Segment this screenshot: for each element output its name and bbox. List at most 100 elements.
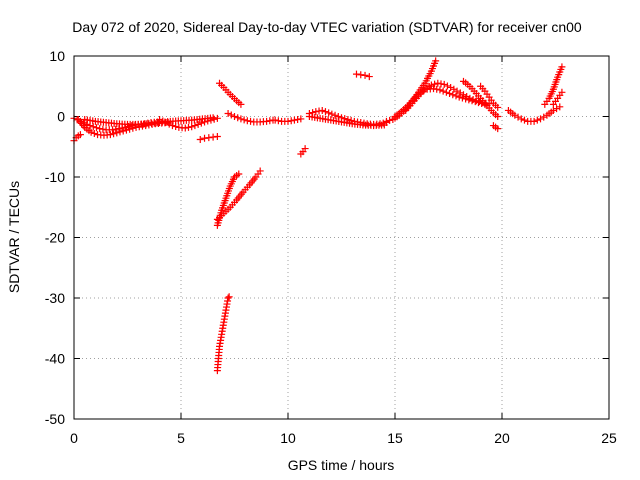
data-point xyxy=(225,293,233,301)
data-point xyxy=(231,113,238,120)
data-point xyxy=(447,83,455,91)
data-point xyxy=(168,122,176,130)
y-tick-label: -10 xyxy=(45,169,65,185)
x-tick-label: 5 xyxy=(177,430,185,446)
y-tick-label: -50 xyxy=(45,411,65,427)
data-point xyxy=(172,122,180,130)
data-point xyxy=(76,131,84,139)
data-point xyxy=(181,124,189,132)
data-point xyxy=(237,100,245,108)
data-point xyxy=(87,128,95,136)
x-tick-label: 15 xyxy=(387,430,403,446)
data-point xyxy=(517,115,525,123)
data-point xyxy=(312,108,320,116)
data-point xyxy=(344,116,352,124)
data-point xyxy=(201,134,209,142)
data-point xyxy=(116,128,124,136)
data-point xyxy=(440,80,448,88)
data-point xyxy=(237,115,245,123)
series-arc-band-d xyxy=(156,114,221,132)
data-point xyxy=(234,114,242,122)
data-point xyxy=(110,130,118,138)
y-tick-label: 10 xyxy=(49,48,65,64)
data-point xyxy=(113,129,121,137)
data-point xyxy=(556,103,564,111)
series-arc-desc-a xyxy=(459,77,502,120)
series-arc-rise-c xyxy=(402,79,493,114)
data-point xyxy=(162,119,170,127)
data-point xyxy=(224,109,232,117)
data-point xyxy=(194,120,202,128)
data-point xyxy=(382,117,390,125)
x-tick-label: 25 xyxy=(601,430,617,446)
data-point xyxy=(443,82,451,90)
y-tick-label: -40 xyxy=(45,351,65,367)
data-point xyxy=(472,97,480,105)
data-point xyxy=(197,119,205,127)
data-point xyxy=(431,80,439,88)
series-arc-short xyxy=(297,145,309,158)
data-point xyxy=(109,126,117,134)
series-arc-descending xyxy=(216,79,245,108)
x-tick-label: 0 xyxy=(70,430,78,446)
data-point xyxy=(331,111,339,119)
data-point xyxy=(452,92,460,100)
data-point xyxy=(266,117,274,125)
grid xyxy=(74,56,609,419)
series-arc-flat-4 xyxy=(305,113,388,130)
data-point xyxy=(227,111,235,119)
data-point xyxy=(90,129,98,137)
series-arc-late-3 xyxy=(549,88,566,108)
data-point xyxy=(434,79,442,87)
data-point xyxy=(210,115,218,123)
data-point xyxy=(442,88,450,96)
data-point xyxy=(533,116,541,124)
data-point xyxy=(96,125,104,133)
data-point xyxy=(432,57,440,65)
data-points xyxy=(70,57,566,375)
y-tick-label: 0 xyxy=(57,109,65,125)
data-point xyxy=(284,117,292,125)
data-point xyxy=(209,133,217,141)
data-point xyxy=(205,134,213,142)
data-point xyxy=(514,113,522,121)
data-point xyxy=(376,120,384,128)
data-point xyxy=(235,170,243,178)
data-point xyxy=(449,91,457,99)
series-arc-flat-1 xyxy=(224,109,277,126)
data-point xyxy=(455,93,463,101)
data-point xyxy=(99,125,107,133)
data-point xyxy=(520,116,528,124)
data-point xyxy=(204,117,212,125)
data-point xyxy=(106,131,114,139)
data-point xyxy=(540,113,548,121)
data-point xyxy=(159,117,167,125)
series-arc-flat-2 xyxy=(271,115,305,125)
data-point xyxy=(386,116,394,124)
data-point xyxy=(458,94,466,102)
data-point xyxy=(287,117,295,125)
series-arc-desc-c xyxy=(489,122,502,133)
data-point xyxy=(558,63,566,71)
y-tick-label: -30 xyxy=(45,290,65,306)
data-point xyxy=(357,71,365,79)
data-point xyxy=(89,123,97,131)
data-point xyxy=(469,96,477,104)
data-point xyxy=(201,118,209,126)
data-point xyxy=(184,123,192,131)
data-point xyxy=(213,114,221,122)
data-point xyxy=(263,117,271,125)
data-point xyxy=(365,73,373,81)
series-arc-steep xyxy=(213,293,233,375)
data-point xyxy=(274,117,282,125)
data-point xyxy=(439,87,447,95)
data-point xyxy=(207,116,215,124)
data-point xyxy=(213,132,221,140)
plot-frame xyxy=(73,55,610,420)
series-arc-high-short xyxy=(352,70,373,81)
chart-title: Day 072 of 2020, Sidereal Day-to-day VTE… xyxy=(72,19,582,35)
data-point xyxy=(271,116,279,124)
y-axis-label: SDTVAR / TECUs xyxy=(6,181,22,293)
data-point xyxy=(224,294,232,302)
